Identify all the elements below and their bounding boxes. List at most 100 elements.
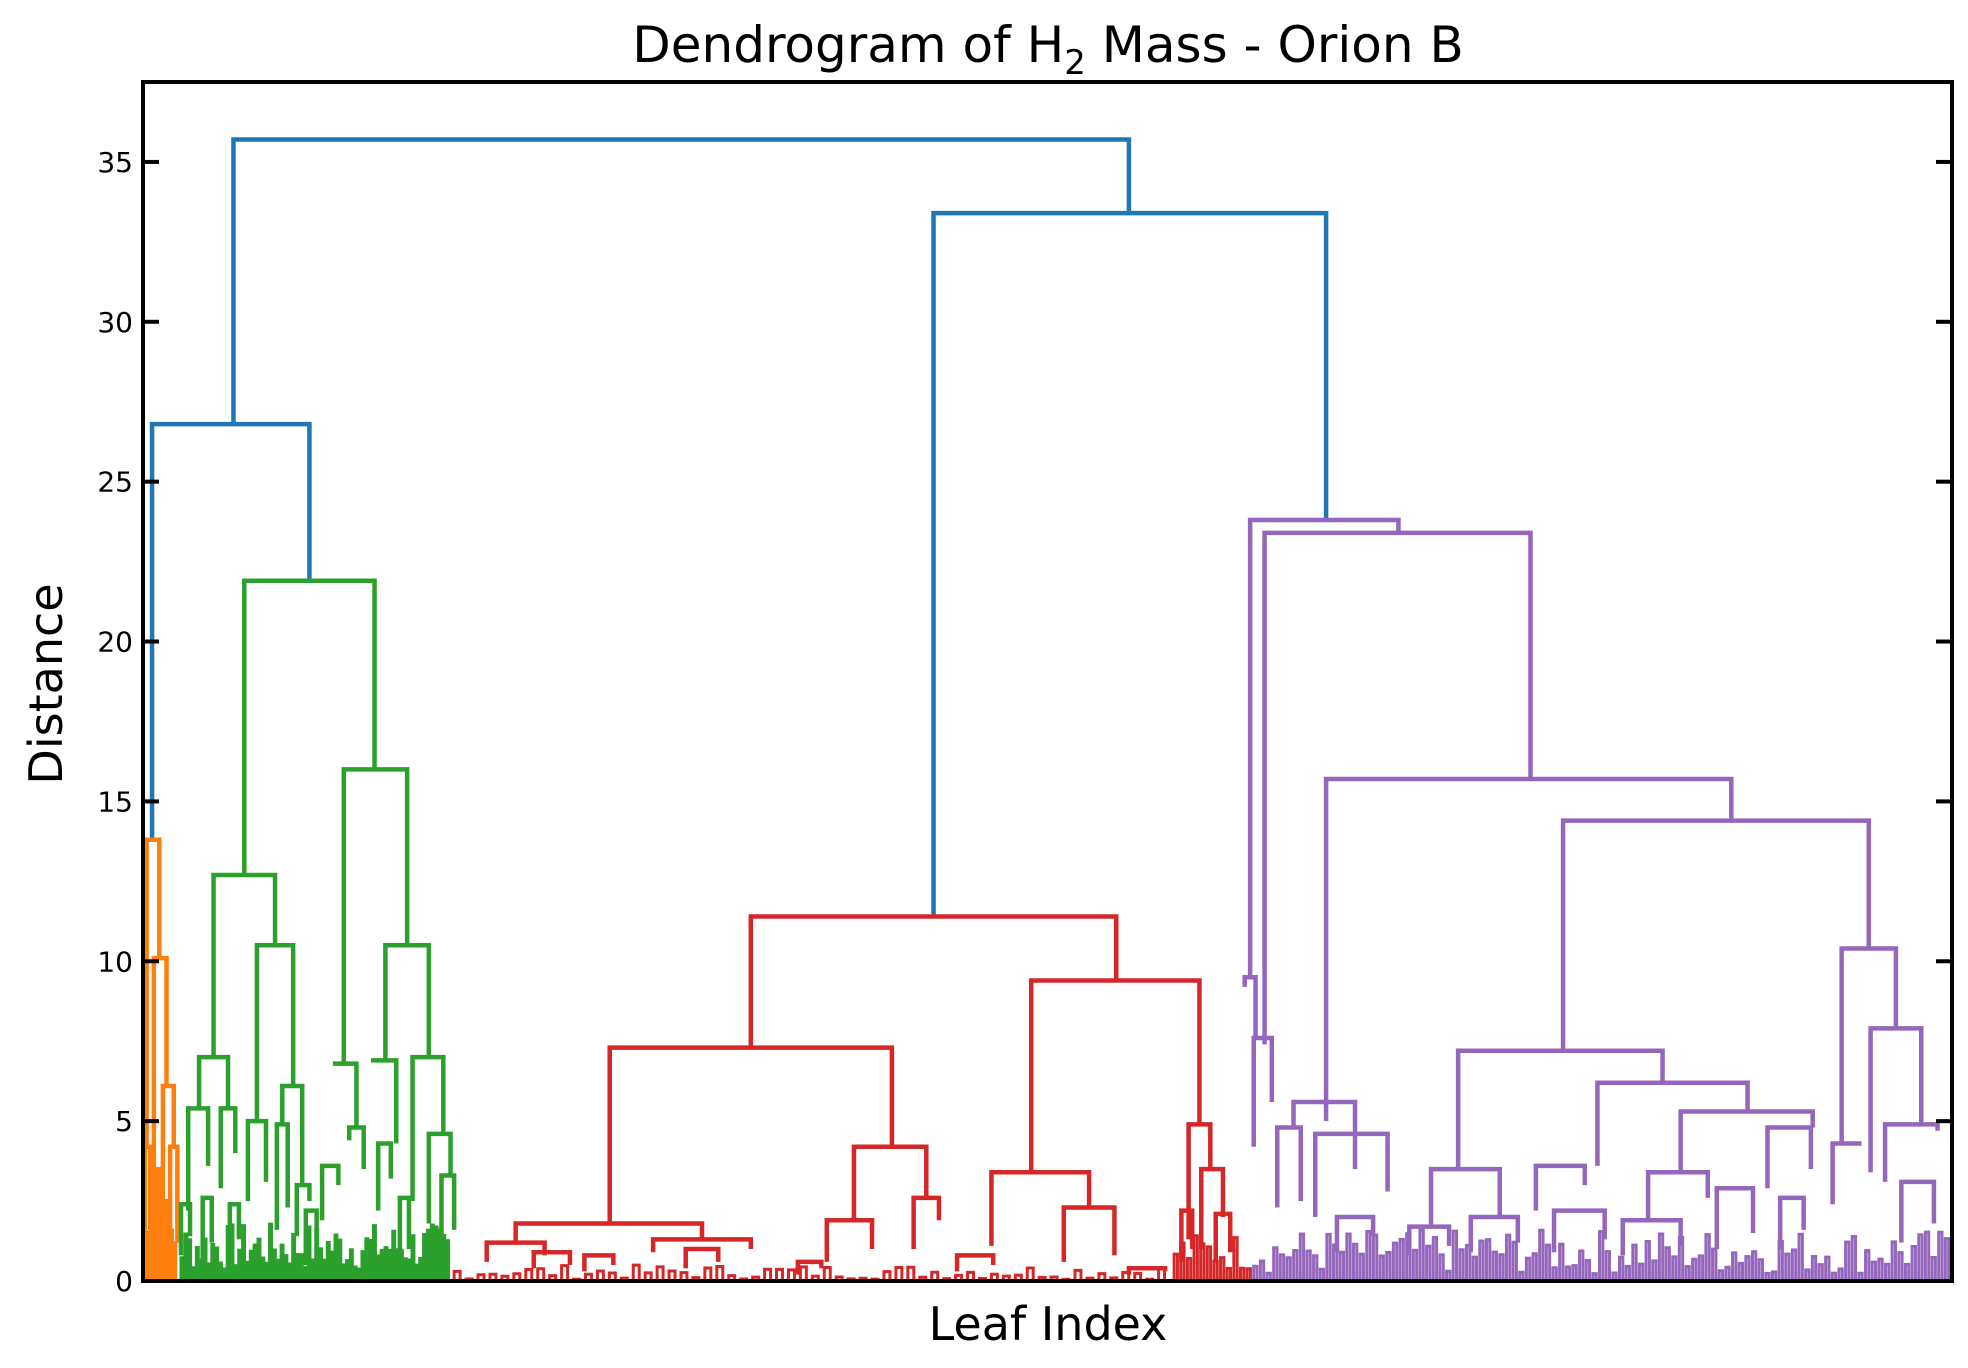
dendrogram-link-44: [824, 1218, 875, 1262]
dendrogram-link-61: [1455, 1048, 1665, 1170]
dendrogram-link-22: [294, 1182, 312, 1237]
y-tick-label-5: 5: [115, 1105, 133, 1138]
dendrogram-link-3: [144, 837, 162, 1147]
leaf-fan-path-1: [179, 1222, 451, 1281]
dendrogram-link-39: [513, 1221, 705, 1243]
dendrogram-link-50: [582, 1253, 616, 1272]
dendrogram-link-40: [851, 1144, 929, 1221]
dendrogram-link-60: [1560, 818, 1872, 1051]
dendrogram-link-14: [254, 943, 296, 1122]
dendrogram-link-48: [650, 1237, 754, 1253]
leaf-fan-3: [1172, 1234, 1252, 1281]
dendrogram-link-78: [1468, 1214, 1521, 1253]
y-tick-label-20: 20: [97, 626, 133, 659]
dendrogram-link-10: [149, 1189, 158, 1275]
dendrogram-link-1: [149, 421, 312, 840]
dendrogram-link-67: [1251, 1035, 1275, 1147]
y-tick-label-15: 15: [97, 785, 133, 818]
dendrogram-link-38: [1028, 978, 1202, 1173]
dendrogram-link-81: [1714, 1186, 1756, 1250]
dendrogram-link-65: [1868, 1026, 1924, 1173]
dendrogram-link-47: [484, 1240, 547, 1262]
dendrogram-link-24: [346, 1125, 366, 1170]
dendrogram-link-76: [1882, 1122, 1940, 1182]
dendrogram-link-31: [178, 1202, 193, 1256]
dendrogram-link-37: [607, 1045, 895, 1224]
y-tick-label-0: 0: [115, 1265, 133, 1298]
dendrogram-link-72: [1533, 1163, 1588, 1211]
leaf-fan-path-2: [452, 1263, 1167, 1281]
dendrogram-link-56: [1213, 1211, 1233, 1262]
dendrogram-link-84: [1334, 1214, 1376, 1253]
dendrogram-link-73: [1645, 1170, 1711, 1221]
dendrogram-link-23: [332, 1061, 359, 1128]
dendrogram-link-0: [231, 137, 1132, 425]
dendrogram-link-29: [426, 1131, 453, 1224]
dendrogram-link-25: [319, 1163, 341, 1221]
dendrogram-link-46: [1061, 1205, 1117, 1262]
dendrogram-leaf-fans: [143, 1208, 1951, 1281]
dendrogram-link-18: [218, 1106, 238, 1189]
dendrogram-link-41: [989, 1170, 1092, 1246]
dendrogram-link-21: [274, 1122, 290, 1230]
dendrogram-link-74: [1765, 1125, 1814, 1189]
dendrogram-link-32: [200, 1195, 214, 1262]
leaf-fan-1: [179, 1222, 451, 1281]
dendrogram-link-63: [1678, 1109, 1815, 1173]
dendrogram-link-35: [397, 1195, 412, 1259]
dendrogram-link-17: [185, 1106, 211, 1211]
y-axis-ticks: 0 5 10 15 20 25 30 35: [97, 146, 1952, 1298]
y-tick-label-25: 25: [97, 466, 133, 499]
dendrogram-link-43: [1199, 1166, 1226, 1250]
plot-frame: [141, 80, 1954, 1283]
dendrogram-link-62: [1595, 1080, 1750, 1166]
dendrogram-link-71: [1428, 1166, 1502, 1227]
chart-title: Dendrogram of H2 Mass - Orion B: [632, 16, 1464, 83]
chart-title-subscript: 2: [1064, 43, 1086, 83]
dendrogram-link-30: [439, 1173, 457, 1253]
leaf-fan-2: [452, 1263, 1167, 1281]
dendrogram-link-2: [931, 210, 1329, 917]
dendrogram-link-12: [211, 872, 278, 1058]
dendrogram-link-28: [410, 1054, 446, 1202]
dendrogram-link-5: [160, 1083, 177, 1224]
dendrogram-link-42: [1186, 1122, 1213, 1240]
leaf-fan-0: [143, 1208, 178, 1281]
x-axis-label: Leaf Index: [929, 1297, 1168, 1351]
dendrogram-link-49: [531, 1249, 573, 1269]
leaf-fan-4: [1252, 1228, 1951, 1281]
dendrogram-link-26: [370, 1058, 399, 1144]
dendrogram-link-16: [196, 1054, 231, 1109]
dendrogram-link-52: [795, 1259, 824, 1275]
chart-title-rest: Mass - Orion B: [1086, 16, 1464, 74]
dendrogram-link-75: [1830, 1141, 1862, 1205]
dendrogram-link-79: [1551, 1208, 1607, 1253]
dendrogram-link-66: [1242, 975, 1258, 1038]
dendrogram-link-82: [1777, 1195, 1806, 1250]
dendrogram-link-13: [341, 767, 410, 1064]
dendrogram-link-58: [1262, 530, 1533, 1045]
leaf-fan-path-3: [1172, 1234, 1252, 1281]
dendrogram-link-4: [151, 955, 169, 1211]
dendrogram-link-70: [1312, 1131, 1390, 1218]
dendrogram-link-15: [383, 943, 432, 1061]
dendrogram-link-53: [954, 1253, 996, 1272]
y-tick-label-30: 30: [97, 306, 133, 339]
dendrogram-link-45: [911, 1195, 942, 1250]
dendrogram-link-55: [1179, 1208, 1195, 1262]
dendrogram-link-36: [748, 914, 1119, 1048]
dendrogram-link-27: [375, 1141, 394, 1211]
y-tick-label-35: 35: [97, 146, 133, 179]
leaf-fan-path-4: [1252, 1228, 1951, 1281]
dendrogram-link-59: [1323, 776, 1734, 1122]
dendrogram-link-80: [1620, 1218, 1683, 1256]
dendrogram-link-19: [245, 1118, 269, 1202]
dendrogram-link-11: [242, 578, 377, 875]
y-axis-label: Distance: [19, 583, 73, 784]
dendrogram-link-51: [683, 1246, 721, 1269]
y-tick-label-10: 10: [97, 945, 133, 978]
dendrogram-link-83: [1899, 1179, 1937, 1243]
chart-title-main: Dendrogram of H: [632, 16, 1064, 74]
dendrogram-link-69: [1274, 1125, 1304, 1208]
